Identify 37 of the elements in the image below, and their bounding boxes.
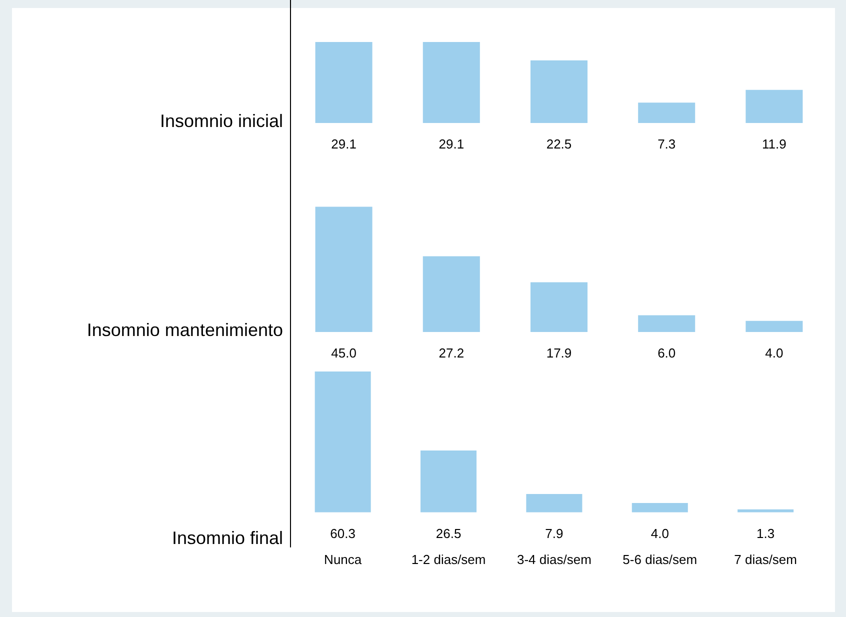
y-axis-title: Insomnio final	[172, 528, 283, 549]
x-tick-label: Nunca	[324, 552, 362, 567]
bar	[632, 503, 688, 512]
bar	[315, 206, 372, 332]
data-label: 60.3	[330, 526, 356, 541]
data-label: 45.0	[331, 346, 356, 361]
bar	[422, 256, 480, 332]
bar	[314, 372, 371, 512]
bar	[526, 494, 582, 512]
data-label: 29.1	[438, 136, 464, 152]
data-label: 4.0	[765, 346, 784, 361]
y-axis-title: Insomnio mantenimiento	[86, 320, 283, 341]
bar	[746, 90, 803, 123]
data-label: 11.9	[762, 136, 786, 152]
data-label: 7.3	[658, 136, 676, 152]
data-label: 27.2	[438, 346, 464, 361]
data-label: 6.0	[658, 346, 676, 361]
bar	[530, 282, 588, 332]
bar	[746, 320, 803, 332]
y-axis-title: Insomnio inicial	[160, 111, 283, 132]
data-label: 22.5	[546, 136, 572, 152]
bar	[420, 450, 477, 512]
data-label: 17.9	[546, 346, 572, 361]
bar	[530, 60, 588, 123]
data-label: 4.0	[650, 526, 669, 541]
bar	[422, 42, 480, 123]
bar	[638, 315, 696, 332]
bar	[638, 102, 696, 123]
data-label: 1.3	[756, 526, 775, 541]
data-label: 26.5	[436, 526, 462, 541]
data-label: 29.1	[331, 136, 356, 152]
x-tick-label: 3-4 dias/sem	[516, 552, 592, 567]
data-label: 7.9	[545, 526, 564, 541]
x-tick-label: 1-2 dias/sem	[411, 552, 486, 567]
bar	[315, 42, 372, 123]
x-tick-label: 5-6 dias/sem	[622, 552, 698, 567]
x-tick-label: 7 dias/sem	[734, 552, 798, 567]
